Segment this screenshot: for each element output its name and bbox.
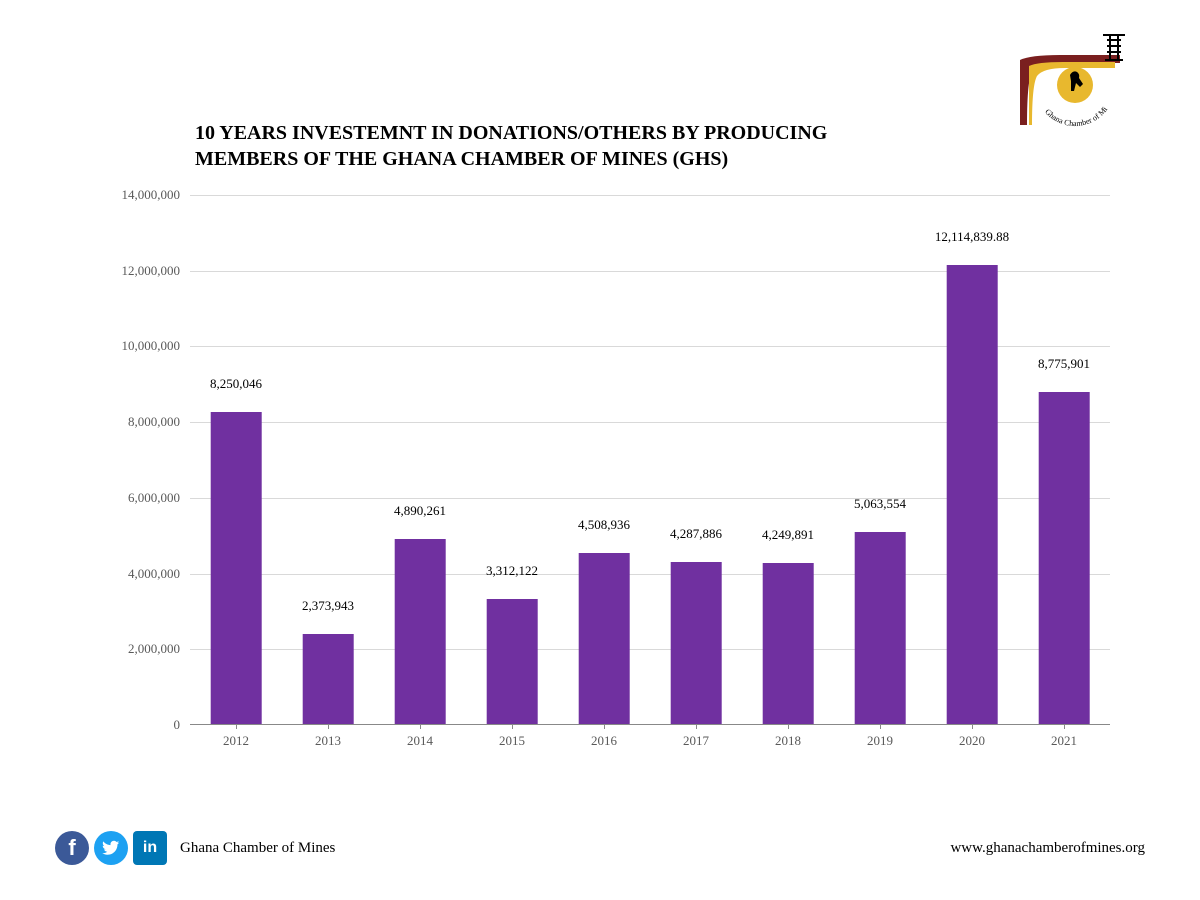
bar [671,562,722,724]
x-tick-label: 2019 [850,733,910,749]
bar-value-label: 12,114,839.88 [922,229,1022,245]
bar-value-label: 4,508,936 [554,517,654,533]
bar-value-label: 5,063,554 [830,496,930,512]
linkedin-icon[interactable]: in [133,831,167,865]
x-tick-label: 2020 [942,733,1002,749]
bar-value-label: 3,312,122 [462,563,562,579]
bar-chart: 0 2,000,000 4,000,000 6,000,000 8,000,000 10,… [110,195,1110,765]
x-tick-mark [420,724,421,729]
bar [947,265,998,724]
x-tick-mark [604,724,605,729]
x-tick-mark [236,724,237,729]
facebook-icon[interactable]: f [55,831,89,865]
x-tick-mark [880,724,881,729]
bar-value-label: 2,373,943 [278,598,378,614]
x-tick-mark [788,724,789,729]
x-tick-mark [1064,724,1065,729]
bar-value-label: 4,890,261 [370,503,470,519]
plot-area: 02,000,0004,000,0006,000,0008,000,00010,… [190,195,1110,725]
x-tick-label: 2016 [574,733,634,749]
org-name: Ghana Chamber of Mines [180,840,335,857]
y-tick-label: 6,000,000 [110,490,180,506]
twitter-icon[interactable] [94,831,128,865]
website-url: www.ghanachamberofmines.org [950,840,1145,857]
bar-value-label: 8,775,901 [1014,356,1114,372]
y-tick-label: 4,000,000 [110,566,180,582]
x-tick-label: 2018 [758,733,818,749]
x-tick-label: 2017 [666,733,726,749]
x-tick-mark [972,724,973,729]
bar [579,553,630,724]
y-tick-label: 0 [110,717,180,733]
bar [211,412,262,724]
bar [303,634,354,724]
x-tick-label: 2013 [298,733,358,749]
y-tick-label: 12,000,000 [110,263,180,279]
bar [395,539,446,724]
bar-value-label: 4,287,886 [646,526,746,542]
org-logo: The Ghana Chamber of Mines [1015,30,1145,140]
x-tick-mark [512,724,513,729]
y-tick-label: 10,000,000 [110,338,180,354]
bar [1039,392,1090,724]
y-tick-label: 2,000,000 [110,641,180,657]
x-tick-mark [696,724,697,729]
x-tick-label: 2021 [1034,733,1094,749]
y-tick-label: 8,000,000 [110,414,180,430]
x-tick-label: 2014 [390,733,450,749]
bar [763,563,814,724]
chart-title: 10 YEARS INVESTEMNT IN DONATIONS/OTHERS … [195,120,895,172]
social-icons: f in Ghana Chamber of Mines [55,831,335,865]
y-tick-label: 14,000,000 [110,187,180,203]
x-tick-label: 2015 [482,733,542,749]
gridline [190,195,1110,196]
footer: f in Ghana Chamber of Mines www.ghanacha… [0,825,1200,865]
bar-value-label: 8,250,046 [186,376,286,392]
bar-value-label: 4,249,891 [738,527,838,543]
bar [487,599,538,724]
x-tick-mark [328,724,329,729]
x-tick-label: 2012 [206,733,266,749]
bar [855,532,906,724]
